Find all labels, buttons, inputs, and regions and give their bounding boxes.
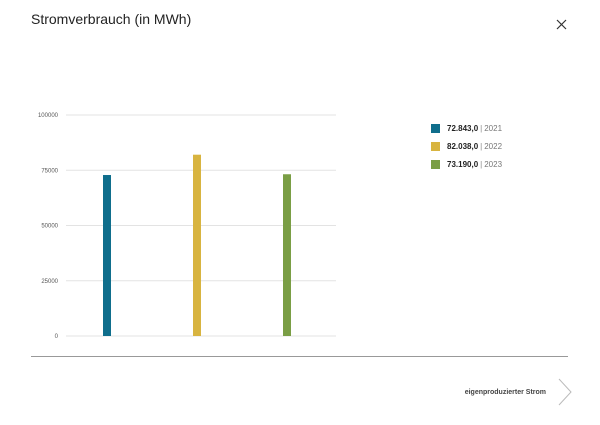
legend-swatch xyxy=(431,141,440,151)
close-button[interactable] xyxy=(551,14,571,34)
y-tick-label: 50000 xyxy=(41,224,58,230)
chevron-right-icon xyxy=(558,378,572,406)
bar-2023[interactable] xyxy=(283,174,291,336)
legend-separator: | xyxy=(480,159,483,169)
legend-year: 2022 xyxy=(484,141,503,151)
legend-separator: | xyxy=(480,141,483,151)
legend-separator: | xyxy=(480,123,483,133)
legend-value: 72.843,0 xyxy=(447,123,479,133)
legend-year: 2021 xyxy=(484,123,503,133)
close-icon xyxy=(556,19,567,30)
next-chart-label: eigenproduzierter Strom xyxy=(464,388,546,396)
y-tick-label: 0 xyxy=(55,334,59,340)
legend-year: 2023 xyxy=(484,159,503,169)
y-tick-label: 100000 xyxy=(38,113,59,119)
bar-2021[interactable] xyxy=(103,175,111,336)
legend-item-2023[interactable]: 73.190,0 | 2023 xyxy=(431,155,502,173)
divider xyxy=(31,356,568,357)
y-tick-label: 25000 xyxy=(41,279,58,285)
legend-value: 73.190,0 xyxy=(447,159,479,169)
legend-item-2021[interactable]: 72.843,0 | 2021 xyxy=(431,119,502,137)
chart-title: Stromverbrauch (in MWh) xyxy=(31,11,192,27)
legend-swatch xyxy=(431,159,440,169)
chart-legend: 72.843,0 | 2021 82.038,0 | 2022 73.190,0… xyxy=(431,119,502,173)
legend-item-2022[interactable]: 82.038,0 | 2022 xyxy=(431,137,502,155)
bar-2022[interactable] xyxy=(193,154,201,336)
y-tick-label: 75000 xyxy=(41,168,58,174)
next-chart-link[interactable]: eigenproduzierter Strom xyxy=(430,378,572,406)
legend-value: 82.038,0 xyxy=(447,141,479,151)
legend-swatch xyxy=(431,123,440,133)
